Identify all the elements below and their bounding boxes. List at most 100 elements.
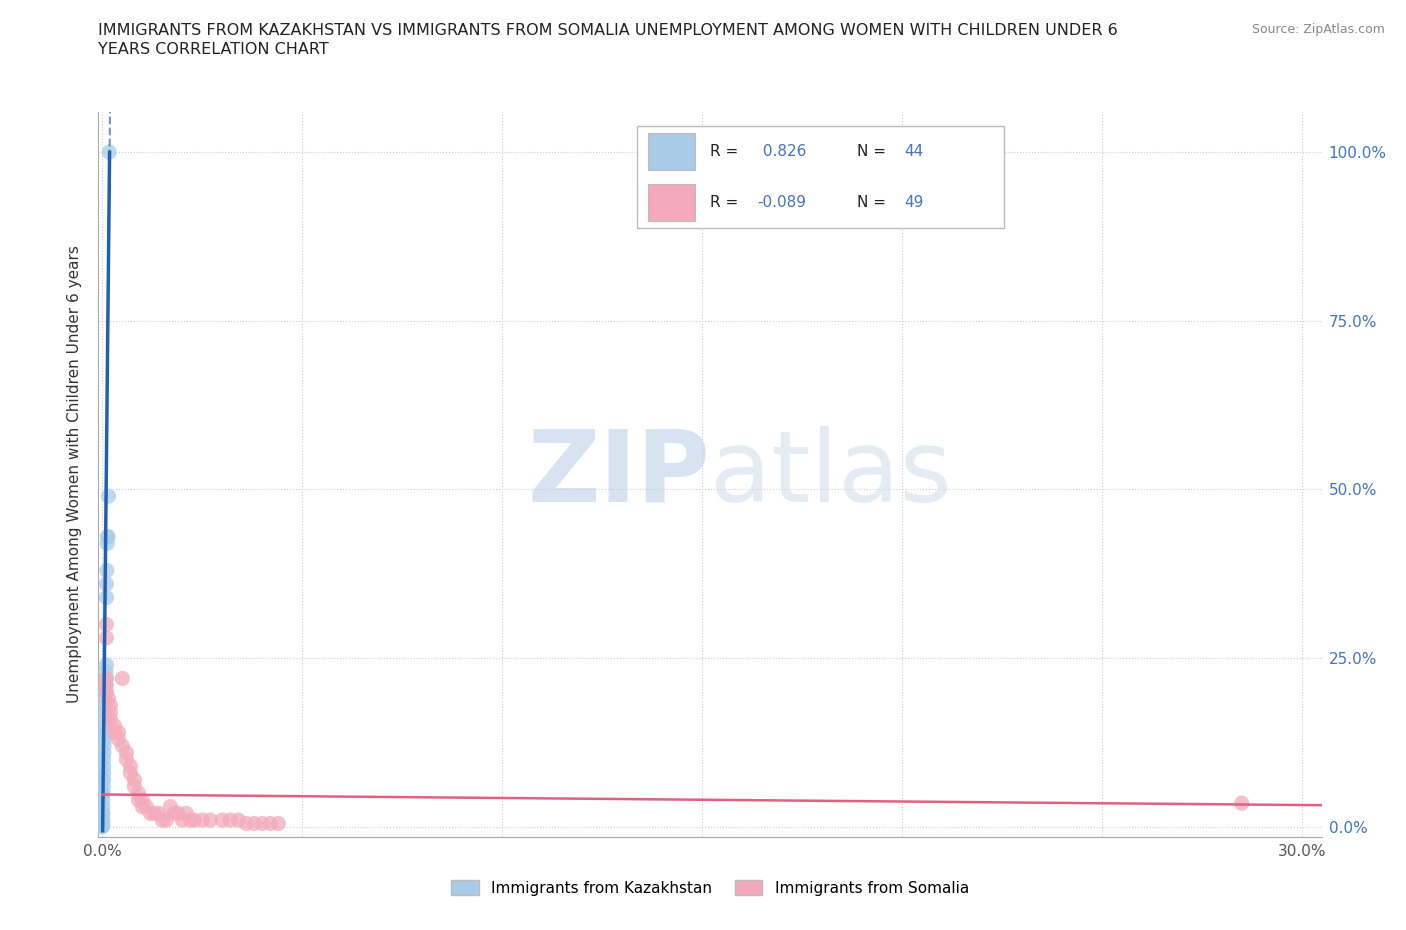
Point: [111, 671, 134, 685]
Point: [91, 806, 114, 821]
Text: IMMIGRANTS FROM KAZAKHSTAN VS IMMIGRANTS FROM SOMALIA UNEMPLOYMENT AMONG WOMEN W: IMMIGRANTS FROM KAZAKHSTAN VS IMMIGRANTS…: [98, 23, 1118, 38]
Point: [94, 698, 117, 713]
Point: [120, 765, 142, 780]
Point: [107, 725, 129, 740]
Point: [267, 816, 290, 830]
Point: [111, 738, 134, 753]
Point: [235, 816, 257, 830]
Point: [97, 529, 120, 544]
Point: [148, 806, 170, 821]
Point: [115, 745, 138, 760]
Point: [127, 786, 149, 801]
Point: [252, 816, 274, 830]
Point: [93, 759, 115, 774]
Point: [96, 563, 118, 578]
Point: [91, 818, 114, 833]
Point: [94, 671, 117, 685]
Point: [91, 817, 114, 832]
Text: Source: ZipAtlas.com: Source: ZipAtlas.com: [1251, 23, 1385, 36]
Point: [91, 799, 114, 814]
Point: [93, 745, 115, 760]
Text: YEARS CORRELATION CHART: YEARS CORRELATION CHART: [98, 42, 329, 57]
Point: [93, 738, 115, 753]
Point: [91, 786, 114, 801]
Point: [183, 813, 205, 828]
Point: [191, 813, 214, 828]
Point: [91, 818, 114, 833]
Point: [91, 816, 114, 830]
Point: [94, 678, 117, 693]
Point: [115, 752, 138, 767]
Point: [211, 813, 233, 828]
Point: [96, 671, 118, 685]
Point: [176, 806, 198, 821]
Point: [93, 718, 115, 733]
Legend: Immigrants from Kazakhstan, Immigrants from Somalia: Immigrants from Kazakhstan, Immigrants f…: [446, 873, 974, 902]
Point: [1230, 796, 1253, 811]
Point: [259, 816, 281, 830]
Point: [127, 792, 149, 807]
Point: [124, 772, 146, 787]
Point: [94, 684, 117, 699]
Point: [91, 772, 114, 787]
Point: [172, 813, 194, 828]
Point: [167, 806, 190, 821]
Point: [96, 577, 118, 591]
Point: [96, 590, 118, 604]
Point: [91, 818, 114, 833]
Y-axis label: Unemployment Among Women with Children Under 6 years: Unemployment Among Women with Children U…: [67, 246, 83, 703]
Point: [159, 799, 181, 814]
Point: [163, 806, 186, 821]
Point: [139, 806, 162, 821]
Point: [97, 529, 120, 544]
Point: [96, 536, 118, 551]
Point: [91, 817, 114, 831]
Point: [93, 752, 115, 767]
Point: [120, 759, 142, 774]
Point: [103, 718, 125, 733]
Text: atlas: atlas: [710, 426, 952, 523]
Point: [143, 806, 166, 821]
Point: [98, 145, 121, 160]
Point: [96, 617, 118, 631]
Point: [93, 732, 115, 747]
Point: [100, 705, 122, 720]
Point: [124, 779, 146, 794]
Point: [91, 806, 114, 821]
Point: [94, 711, 117, 726]
Point: [179, 813, 201, 828]
Point: [91, 786, 114, 801]
Point: [155, 813, 177, 828]
Point: [96, 631, 118, 645]
Point: [94, 664, 117, 679]
Point: [94, 705, 117, 720]
Point: [135, 799, 157, 814]
Point: [107, 732, 129, 747]
Point: [200, 813, 222, 828]
Point: [243, 816, 266, 830]
Point: [103, 725, 125, 740]
Point: [91, 813, 114, 828]
Point: [131, 799, 153, 814]
Point: [228, 813, 250, 828]
Point: [91, 772, 114, 787]
Point: [97, 489, 120, 504]
Point: [96, 684, 118, 699]
Point: [100, 711, 122, 726]
Point: [94, 691, 117, 706]
Point: [93, 725, 115, 740]
Point: [150, 813, 173, 828]
Point: [91, 792, 114, 807]
Point: [219, 813, 242, 828]
Point: [131, 792, 153, 807]
Text: ZIP: ZIP: [527, 426, 710, 523]
Point: [91, 819, 114, 834]
Point: [100, 698, 122, 713]
Point: [96, 658, 118, 672]
Point: [97, 691, 120, 706]
Point: [91, 813, 114, 828]
Point: [94, 684, 117, 699]
Point: [93, 765, 115, 780]
Point: [91, 779, 114, 794]
Point: [96, 678, 118, 693]
